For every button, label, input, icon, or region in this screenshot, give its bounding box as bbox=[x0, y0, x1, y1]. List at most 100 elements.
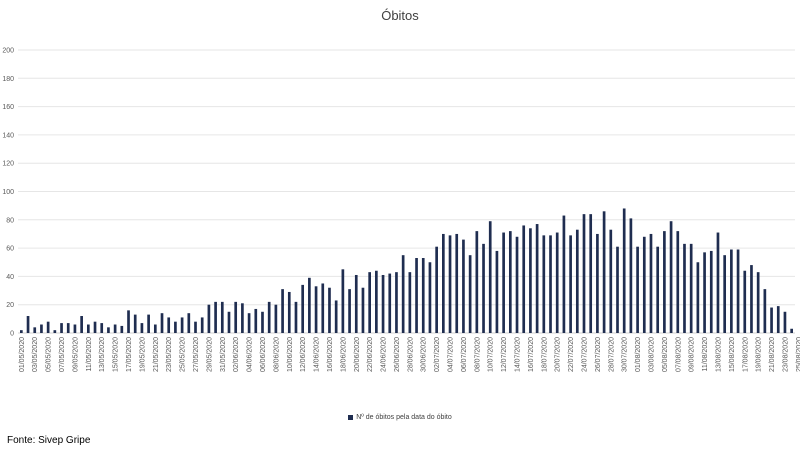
bar bbox=[716, 232, 720, 333]
x-tick-label: 05/05/2020 bbox=[46, 337, 53, 372]
x-tick-label: 22/06/2020 bbox=[367, 337, 374, 372]
bar bbox=[200, 317, 204, 333]
x-tick-label: 31/05/2020 bbox=[220, 337, 227, 372]
bar bbox=[26, 316, 30, 333]
bar bbox=[140, 323, 144, 333]
bar bbox=[180, 317, 184, 333]
legend-swatch bbox=[348, 414, 354, 420]
bar bbox=[33, 327, 37, 333]
x-tick-label: 14/06/2020 bbox=[314, 337, 321, 372]
x-tick-label: 10/07/2020 bbox=[488, 337, 495, 372]
bar bbox=[770, 307, 773, 333]
bar bbox=[220, 301, 224, 333]
bar bbox=[120, 325, 124, 333]
bar bbox=[696, 262, 700, 333]
source-note: Fonte: Sivep Gripe bbox=[7, 435, 91, 446]
x-tick-label: 18/06/2020 bbox=[340, 337, 347, 372]
bar bbox=[542, 235, 546, 333]
bar bbox=[442, 233, 445, 333]
bar bbox=[294, 301, 298, 333]
bar bbox=[241, 303, 244, 333]
bar bbox=[281, 289, 284, 333]
bar bbox=[508, 231, 512, 333]
y-tick-label: 40 bbox=[6, 274, 14, 281]
bar bbox=[147, 314, 150, 333]
y-tick-label: 80 bbox=[6, 217, 14, 224]
chart-title: Óbitos bbox=[381, 8, 419, 23]
y-tick-label: 180 bbox=[2, 76, 14, 83]
bar bbox=[261, 311, 264, 333]
x-tick-label: 05/08/2020 bbox=[662, 337, 669, 372]
bar bbox=[683, 243, 686, 333]
bar bbox=[381, 274, 385, 333]
bar bbox=[709, 250, 713, 333]
bar bbox=[194, 321, 197, 333]
bar bbox=[783, 311, 787, 333]
bar bbox=[267, 301, 271, 333]
bar bbox=[575, 229, 579, 333]
bar bbox=[562, 215, 566, 333]
x-tick-label: 15/05/2020 bbox=[113, 337, 120, 372]
bar bbox=[395, 272, 398, 333]
x-tick-label: 04/07/2020 bbox=[448, 337, 455, 372]
bar bbox=[314, 286, 318, 333]
bar bbox=[723, 255, 727, 333]
bar bbox=[234, 301, 238, 333]
y-tick-label: 160 bbox=[2, 104, 14, 111]
bar bbox=[622, 208, 626, 333]
x-tick-label: 12/07/2020 bbox=[501, 337, 508, 372]
x-tick-label: 03/05/2020 bbox=[32, 337, 39, 372]
x-tick-label: 06/06/2020 bbox=[260, 337, 267, 372]
x-tick-label: 22/07/2020 bbox=[568, 337, 575, 372]
bar bbox=[133, 314, 137, 333]
bar bbox=[455, 233, 459, 333]
x-tick-label: 26/06/2020 bbox=[394, 337, 401, 372]
bar bbox=[20, 330, 23, 333]
bar bbox=[321, 283, 325, 333]
bar bbox=[334, 300, 338, 333]
x-tick-label: 08/07/2020 bbox=[474, 337, 481, 372]
x-tick-label: 30/06/2020 bbox=[421, 337, 428, 372]
bar bbox=[401, 255, 405, 333]
bar bbox=[649, 233, 653, 333]
x-tick-label: 09/05/2020 bbox=[72, 337, 79, 372]
bar bbox=[66, 323, 70, 333]
bar bbox=[354, 274, 358, 333]
bar bbox=[408, 272, 412, 333]
bar bbox=[790, 328, 793, 333]
y-axis-ticks: 0 20 40 60 80 100 120 140 160 180 200 bbox=[2, 48, 14, 338]
bar bbox=[160, 313, 164, 333]
bar bbox=[736, 249, 740, 333]
x-tick-label: 03/08/2020 bbox=[648, 337, 655, 372]
x-tick-label: 12/06/2020 bbox=[300, 337, 307, 372]
x-tick-label: 11/08/2020 bbox=[702, 337, 709, 372]
bar bbox=[488, 221, 492, 333]
x-tick-label: 16/06/2020 bbox=[327, 337, 334, 372]
y-tick-label: 200 bbox=[2, 48, 14, 55]
bar bbox=[676, 231, 680, 333]
bar bbox=[529, 228, 532, 333]
bar bbox=[328, 287, 331, 333]
bar bbox=[86, 324, 90, 333]
bar bbox=[756, 272, 760, 333]
legend-label: Nº de óbitos pela data do óbito bbox=[356, 414, 452, 421]
bar bbox=[522, 225, 526, 333]
bar bbox=[415, 258, 418, 333]
bar bbox=[308, 277, 311, 333]
bar bbox=[776, 306, 780, 333]
bar bbox=[153, 324, 157, 333]
x-tick-label: 14/07/2020 bbox=[515, 337, 522, 372]
bar bbox=[107, 327, 110, 333]
x-tick-label: 16/07/2020 bbox=[528, 337, 535, 372]
legend: Nº de óbitos pela data do óbito bbox=[0, 414, 800, 421]
bar bbox=[636, 246, 639, 333]
bar bbox=[187, 313, 191, 333]
bar bbox=[609, 229, 613, 333]
x-tick-label: 27/05/2020 bbox=[193, 337, 200, 372]
x-tick-label: 17/05/2020 bbox=[126, 337, 133, 372]
bar bbox=[555, 232, 559, 333]
bar bbox=[60, 323, 63, 333]
x-axis-ticks: 01/05/2020 03/05/2020 05/05/2020 07/05/2020… bbox=[19, 337, 800, 372]
bar bbox=[596, 233, 599, 333]
x-tick-label: 25/05/2020 bbox=[180, 337, 187, 372]
